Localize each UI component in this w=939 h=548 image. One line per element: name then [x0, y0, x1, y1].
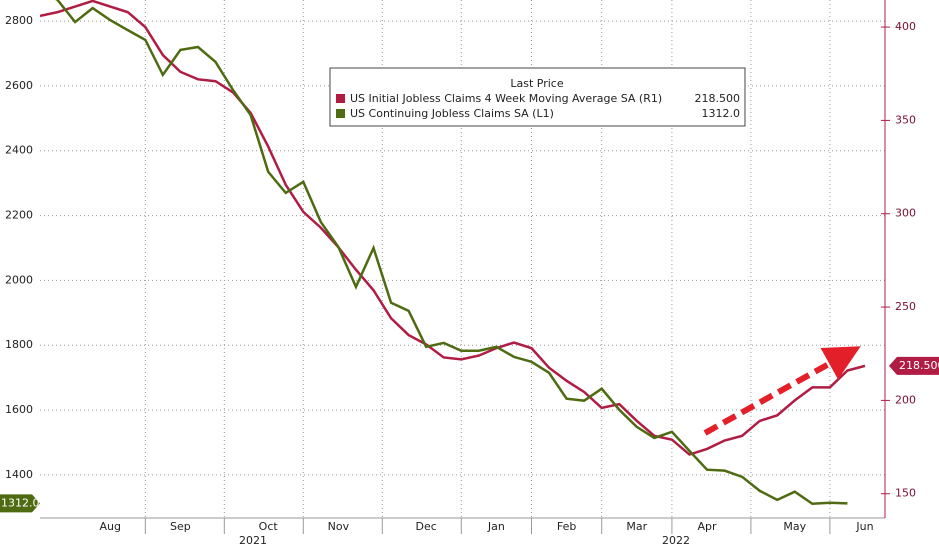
x-tick-label: Mar [626, 520, 647, 533]
year-label: 2021 [239, 534, 267, 547]
y-tick-label: 2400 [5, 144, 33, 157]
trend-arrow [703, 346, 861, 436]
x-tick-label: Oct [259, 520, 279, 533]
y-tick-label: 2000 [5, 273, 33, 286]
legend-title: Last Price [510, 77, 563, 90]
y2-tick-label: 350 [895, 113, 916, 126]
x-tick-label: Sep [170, 520, 191, 533]
last-value-tag-label: 218.500 [899, 359, 939, 372]
y-tick-label: 2600 [5, 79, 33, 92]
x-tick-label: May [783, 520, 806, 533]
year-label: 2022 [662, 534, 690, 547]
plot-area [40, 0, 866, 506]
y2-tick-label: 200 [895, 393, 916, 406]
x-tick-label: Dec [416, 520, 437, 533]
y2-tick-label: 400 [895, 20, 916, 33]
legend-value: 1312.0 [702, 107, 741, 120]
last-value-tag-label: 1312.0 [1, 496, 40, 509]
x-tick-label: Aug [99, 520, 120, 533]
y2-tick-label: 250 [895, 300, 916, 313]
x-tick-label: Jan [487, 520, 505, 533]
legend-swatch [336, 94, 345, 103]
y-tick-label: 2200 [5, 209, 33, 222]
y2-tick-label: 150 [895, 487, 916, 500]
series-line [40, 0, 866, 456]
y-tick-label: 1400 [5, 468, 33, 481]
y-tick-label: 1600 [5, 403, 33, 416]
x-tick-label: Feb [557, 520, 576, 533]
legend-box [329, 67, 746, 127]
y-tick-label: 1800 [5, 338, 33, 351]
series-line [55, 0, 848, 506]
y2-tick-label: 300 [895, 207, 916, 220]
x-tick-label: Apr [698, 520, 718, 533]
x-tick-label: Nov [328, 520, 350, 533]
legend: Last Price US Initial Jobless Claims 4 W… [329, 67, 746, 127]
y-tick-label: 2800 [5, 14, 33, 27]
last-value-tag [889, 356, 939, 375]
legend-label: US Initial Jobless Claims 4 Week Moving … [350, 92, 662, 105]
legend-swatch [336, 109, 345, 118]
last-value-tag [0, 494, 40, 513]
legend-label: US Continuing Jobless Claims SA (L1) [350, 107, 554, 120]
x-tick-label: Jun [855, 520, 873, 533]
legend-value: 218.500 [695, 92, 741, 105]
